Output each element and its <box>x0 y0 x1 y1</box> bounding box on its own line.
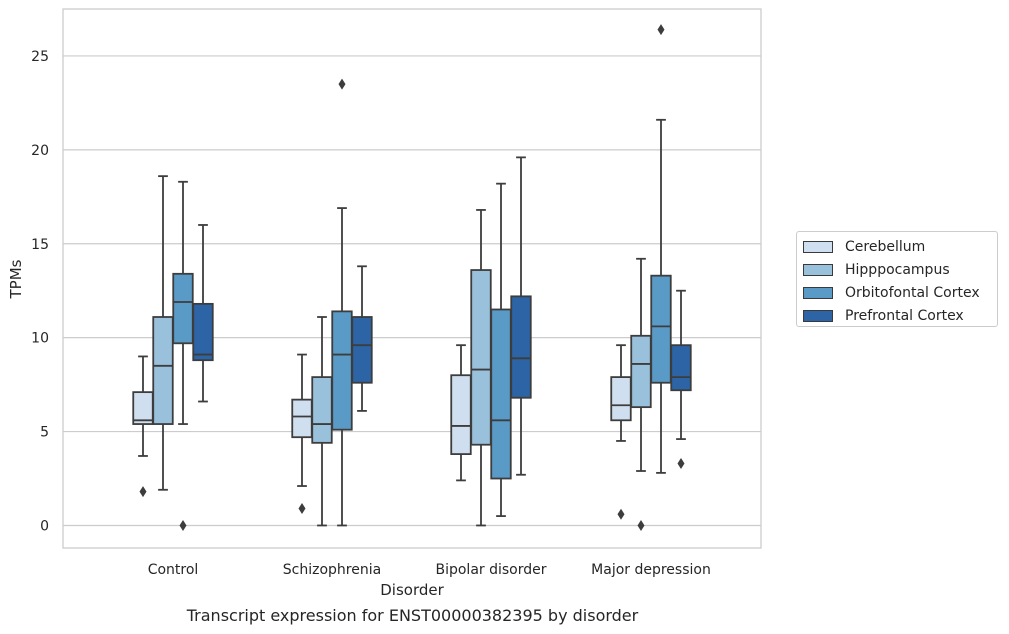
outlier-point <box>617 508 625 520</box>
outlier-point <box>338 78 346 90</box>
box-iqr <box>132 391 154 425</box>
box-iqr <box>192 302 214 362</box>
box-iqr <box>670 344 692 392</box>
legend-label: Orbitofontal Cortex <box>845 284 980 301</box>
chart-caption: Transcript expression for ENST0000038239… <box>186 606 639 625</box>
box-iqr <box>291 398 313 439</box>
legend-swatch <box>803 264 833 277</box>
x-axis-label: Disorder <box>380 581 444 599</box>
box-layer <box>132 24 692 531</box>
box-iqr <box>351 316 373 384</box>
x-tick-label: Control <box>148 562 199 578</box>
box-hipppocampus <box>311 316 333 527</box>
box-iqr <box>510 295 532 399</box>
legend-label: Prefrontal Cortex <box>845 307 964 324</box>
box-iqr <box>450 374 472 455</box>
outlier-point <box>298 503 306 515</box>
legend-label: Hipppocampus <box>845 262 950 279</box>
y-tick-label: 0 <box>40 518 49 534</box>
y-tick-label: 25 <box>31 49 49 65</box>
legend-item: Orbitofontal Cortex <box>803 282 997 305</box>
box-iqr <box>630 334 652 409</box>
box-hipppocampus <box>630 257 652 531</box>
outlier-point <box>179 519 187 531</box>
box-iqr <box>152 316 174 425</box>
legend-item: Cerebellum <box>803 236 997 259</box>
legend-swatch <box>803 241 833 254</box>
x-tick-labels: Control Schizophrenia Bipolar disorder Majo… <box>148 562 711 578</box>
box-cerebellum <box>610 344 632 520</box>
box-iqr <box>311 376 333 444</box>
box-iqr <box>490 308 512 480</box>
box-cerebellum <box>132 355 154 498</box>
legend-item: Prefrontal Cortex <box>803 304 997 327</box>
y-tick-label: 10 <box>31 331 49 347</box>
plot-area-frame <box>62 8 762 549</box>
x-tick-label: Schizophrenia <box>283 562 381 578</box>
box-orbitofontal-cortex <box>172 180 194 531</box>
legend-swatch <box>803 309 833 322</box>
y-tick-label: 15 <box>31 237 49 253</box>
box-prefrontal-cortex <box>670 289 692 469</box>
y-tick-label: 5 <box>40 425 49 441</box>
y-tick-label: 20 <box>31 143 49 159</box>
legend-label: Cerebellum <box>845 239 926 256</box>
box-prefrontal-cortex <box>192 224 214 403</box>
box-hipppocampus <box>152 175 174 491</box>
x-tick-label: Major depression <box>591 562 711 578</box>
box-orbitofontal-cortex <box>490 182 512 517</box>
box-iqr <box>610 376 632 422</box>
box-cerebellum <box>450 344 472 482</box>
box-iqr <box>470 269 492 446</box>
y-tick-labels: 0 5 10 15 20 25 <box>31 49 49 535</box>
box-prefrontal-cortex <box>510 156 532 476</box>
box-iqr <box>331 310 353 431</box>
legend-item: Hipppocampus <box>803 259 997 282</box>
box-iqr <box>650 274 672 384</box>
box-orbitofontal-cortex <box>331 78 353 527</box>
box-orbitofontal-cortex <box>650 24 672 474</box>
box-cerebellum <box>291 353 313 515</box>
outlier-point <box>657 24 665 36</box>
legend: Cerebellum Hipppocampus Orbitofontal Corte… <box>796 231 998 327</box>
x-tick-label: Bipolar disorder <box>435 562 546 578</box>
outlier-point <box>677 457 685 469</box>
legend-swatch <box>803 286 833 299</box>
box-iqr <box>172 272 194 345</box>
outlier-point <box>139 486 147 498</box>
y-axis-label: TPMs <box>7 259 25 299</box>
box-hipppocampus <box>470 209 492 527</box>
outlier-point <box>637 519 645 531</box>
box-prefrontal-cortex <box>351 265 373 412</box>
